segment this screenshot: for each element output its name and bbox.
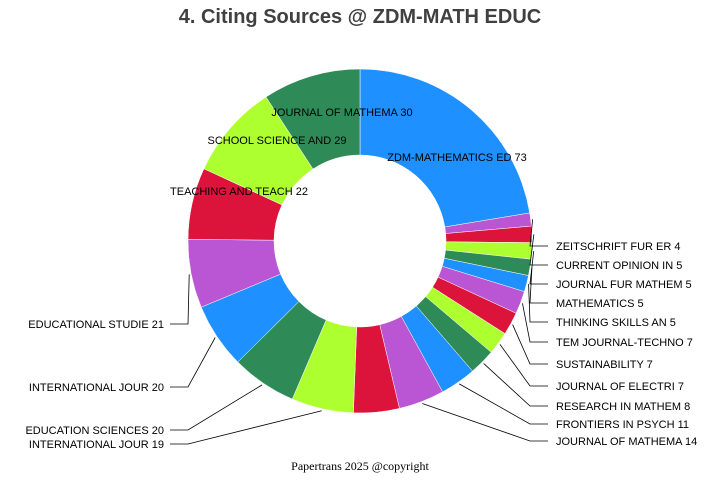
slice-label-5: THINKING SKILLS AN 5 <box>556 317 676 329</box>
slice-label-8: JOURNAL OF ELECTRI 7 <box>556 381 684 393</box>
slice-label-17: TEACHING AND TEACH 22 <box>170 186 308 198</box>
slice-label-12: FRONTIERS IN EDUCA 14 <box>556 0 690 3</box>
slice-label-11: JOURNAL OF MATHEMA 14 <box>556 436 697 448</box>
leader-line-7 <box>512 324 548 365</box>
leader-line-11 <box>422 403 548 442</box>
leader-line-5 <box>528 284 548 323</box>
label-group: ZDM-MATHEMATICS ED 73 ZEITSCHRIFT FUR ER … <box>25 0 697 451</box>
leader-line-4 <box>529 267 548 304</box>
slice-label-9: RESEARCH IN MATHEM 8 <box>556 401 690 413</box>
slice-label-4: MATHEMATICS 5 <box>556 298 644 310</box>
slice-label-2: CURRENT OPINION IN 5 <box>556 260 682 272</box>
slice-label-3: JOURNAL FUR MATHEM 5 <box>556 279 692 291</box>
chart-footer: Papertrans 2025 @copyright <box>291 459 429 473</box>
slice-label-1: ZEITSCHRIFT FUR ER 4 <box>556 241 680 253</box>
leader-line-14 <box>170 384 263 431</box>
slice-label-0: ZDM-MATHEMATICS ED 73 <box>387 152 527 164</box>
chart-title: 4. Citing Sources @ ZDM-MATH EDUC <box>178 6 542 28</box>
slice-label-19: JOURNAL OF MATHEMA 30 <box>271 107 412 119</box>
slice-group <box>187 68 533 414</box>
leader-line-13 <box>170 410 322 445</box>
slice-0 <box>359 68 530 228</box>
slice-label-18: SCHOOL SCIENCE AND 29 <box>208 135 347 147</box>
slice-label-15: INTERNATIONAL JOUR 20 <box>29 382 164 394</box>
leader-line-2 <box>529 234 548 266</box>
leader-line-15 <box>170 337 216 388</box>
leader-line-3 <box>529 251 548 285</box>
slice-label-7: SUSTAINABILITY 7 <box>556 359 653 371</box>
slice-label-16: EDUCATIONAL STUDIE 21 <box>28 319 164 331</box>
leader-line-group <box>170 219 548 445</box>
leader-line-10 <box>459 383 548 425</box>
slice-label-14: EDUCATION SCIENCES 20 <box>25 425 164 437</box>
leader-line-16 <box>170 274 190 325</box>
leader-line-1 <box>529 219 548 247</box>
slice-label-6: TEM JOURNAL-TECHNO 7 <box>556 337 693 349</box>
slice-19 <box>265 68 361 170</box>
leader-line-9 <box>483 363 548 407</box>
leader-line-8 <box>499 344 548 387</box>
slice-label-13: INTERNATIONAL JOUR 19 <box>29 439 164 451</box>
leader-line-6 <box>522 303 548 343</box>
slice-label-10: FRONTIERS IN PSYCH 11 <box>556 419 689 431</box>
